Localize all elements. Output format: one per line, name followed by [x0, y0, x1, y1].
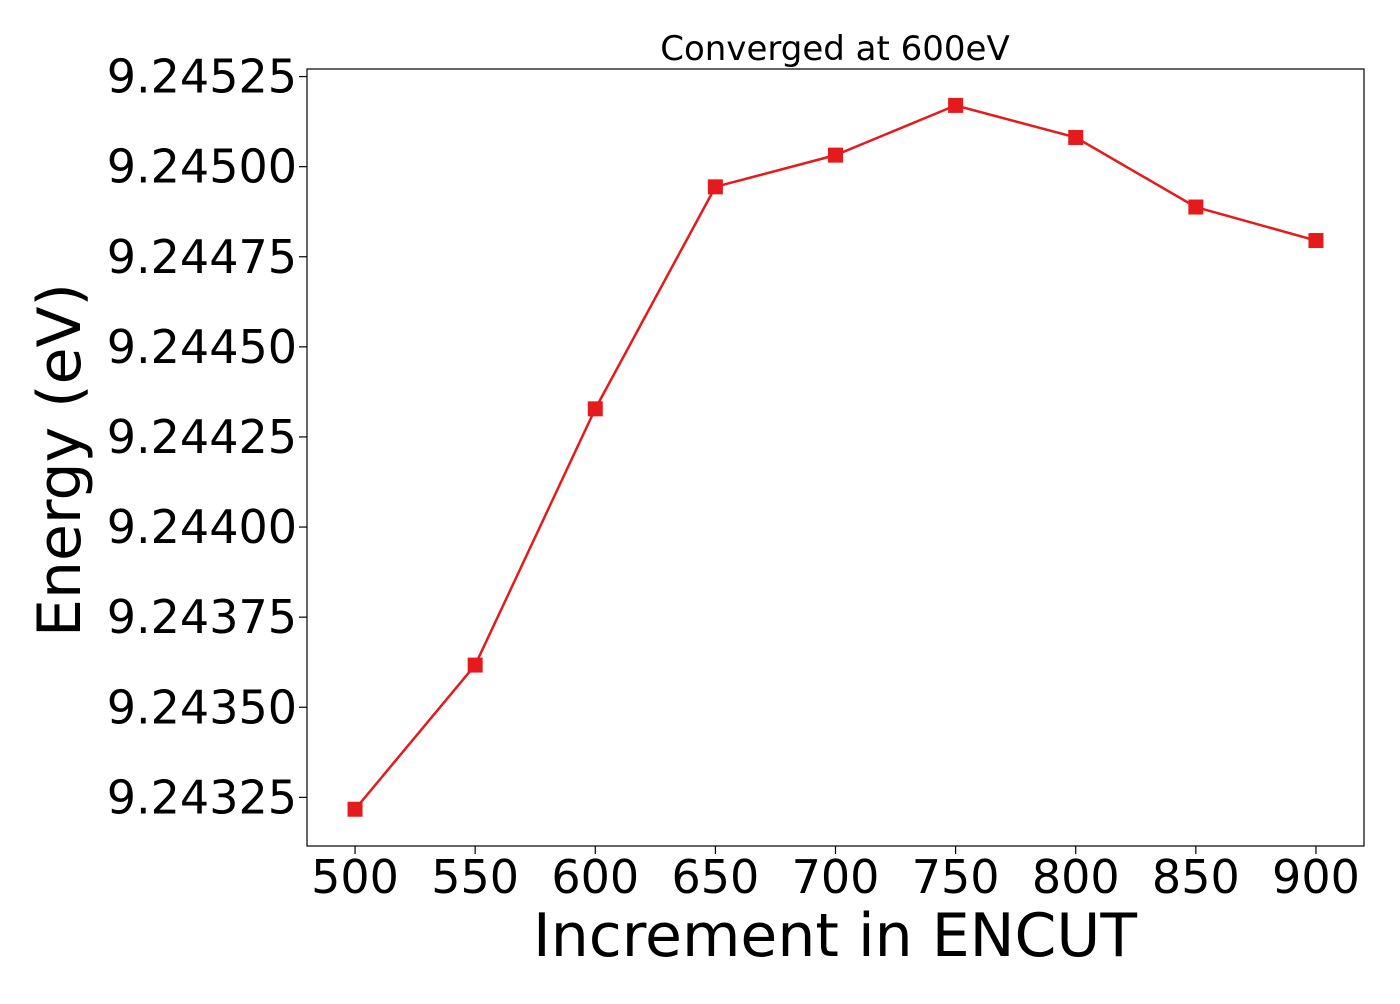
data-point-marker	[948, 97, 964, 113]
y-tick-label: 9.24450	[107, 320, 297, 374]
y-tick-label: 9.24400	[107, 500, 297, 554]
y-tick-label: 9.24375	[107, 590, 297, 644]
data-point-marker	[587, 401, 603, 417]
data-point-marker	[1308, 233, 1324, 249]
y-tick-label: 9.24500	[107, 140, 297, 194]
series-line	[354, 104, 1317, 811]
x-axis-label: Increment in ENCUT	[533, 901, 1137, 971]
data-point-marker	[467, 657, 483, 673]
data-point-marker	[1188, 199, 1204, 215]
x-tick-label: 850	[1152, 850, 1240, 904]
x-tick-label: 600	[551, 850, 639, 904]
y-tick-label: 9.24350	[107, 680, 297, 734]
plot-area: 500 550 600 650 700 750 800 850 900 9.24325 9.2435…	[107, 50, 1365, 904]
data-point-marker	[1068, 129, 1084, 145]
plot-frame	[306, 68, 1365, 847]
x-tick-label: 900	[1272, 850, 1360, 904]
chart-title: Converged at 600eV	[660, 29, 1009, 69]
data-point-marker	[707, 179, 723, 195]
data-point-marker	[828, 147, 843, 163]
x-tick-label: 750	[912, 850, 1000, 904]
x-tick-label: 500	[311, 850, 399, 904]
y-axis-label: Energy (eV)	[25, 283, 95, 637]
y-tick-label: 9.24525	[107, 50, 297, 104]
y-tick-label: 9.24325	[107, 770, 297, 824]
y-tick-label: 9.24425	[107, 410, 297, 464]
x-tick-label: 650	[671, 850, 759, 904]
y-tick-label: 9.24475	[107, 230, 297, 284]
data-point-marker	[347, 801, 363, 817]
x-tick-label: 700	[792, 850, 880, 904]
x-tick-label: 550	[431, 850, 519, 904]
x-tick-label: 800	[1032, 850, 1120, 904]
